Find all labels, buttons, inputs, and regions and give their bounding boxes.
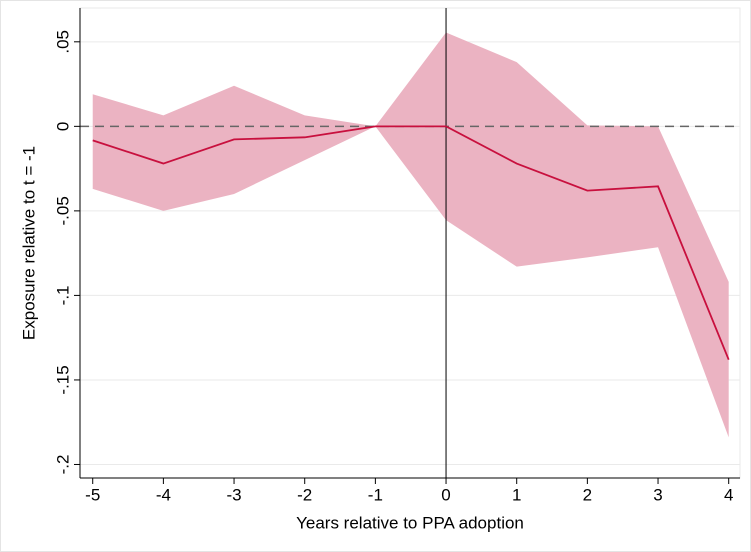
x-tick-label: 0 — [441, 485, 450, 504]
x-tick-label: -2 — [297, 485, 312, 504]
y-tick-label: -.15 — [53, 365, 72, 394]
y-tick-label: -.1 — [53, 285, 72, 305]
estimate-line — [92, 125, 730, 360]
y-tick-label: -.2 — [53, 455, 72, 475]
x-tick-label: 3 — [653, 485, 662, 504]
x-tick-label: 4 — [724, 485, 733, 504]
x-tick-label: -5 — [85, 485, 100, 504]
y-tick-label: -.05 — [53, 196, 72, 225]
x-tick-label: 1 — [512, 485, 521, 504]
y-axis-label: Exposure relative to t = -1 — [19, 146, 38, 340]
y-tick-label: .05 — [53, 30, 72, 54]
x-tick-label: -1 — [368, 485, 383, 504]
x-tick-label: -3 — [226, 485, 241, 504]
confidence-band — [92, 32, 729, 438]
x-axis-label: Years relative to PPA adoption — [296, 513, 524, 532]
x-tick-label: -4 — [156, 485, 171, 504]
y-tick-label: 0 — [53, 122, 72, 131]
x-tick-label: 2 — [583, 485, 592, 504]
